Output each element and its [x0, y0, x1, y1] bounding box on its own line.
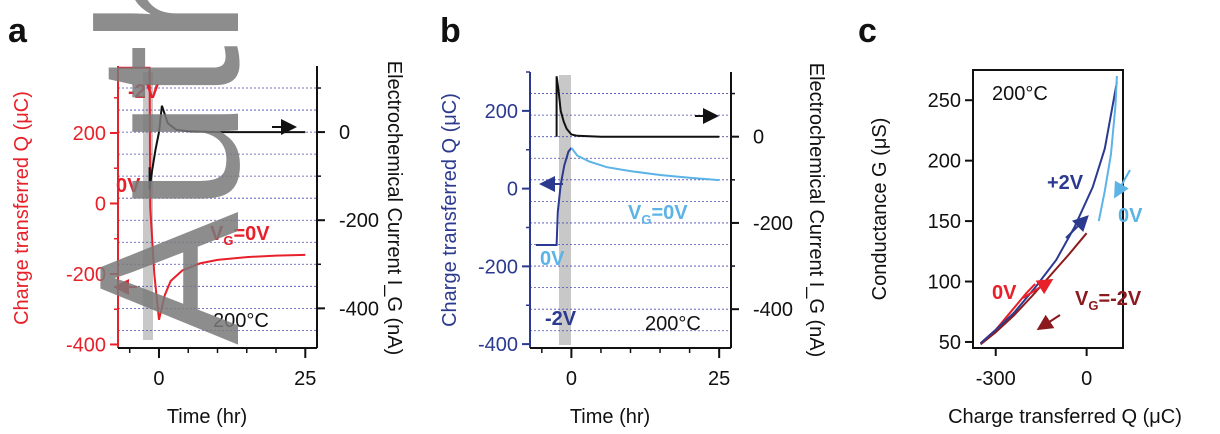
- y-left-tick-label-a: -200: [66, 264, 106, 286]
- xlabel-b: Time (hr): [570, 406, 650, 428]
- ylabel-left-a: Charge transferred Q (μC): [11, 91, 33, 325]
- y-left-tick-label-b: -200: [478, 256, 518, 278]
- x-tick-label-a: 0: [153, 368, 164, 390]
- arrow-up-db-c: [1065, 215, 1089, 239]
- panel-letter-b: b: [440, 12, 461, 50]
- ylabel-left-b: Charge transferred Q (μC): [439, 93, 461, 327]
- x-tick-label-c: 0: [1081, 368, 1092, 390]
- plot-frame-c: [972, 69, 1124, 349]
- ticks-b: 0 25 -400 -200 0 200 -400 -200 0: [478, 71, 793, 390]
- y-right-tick-label-b: -400: [753, 299, 793, 321]
- ylabel-right-b: Electrochemical Current I_G (nA): [805, 63, 827, 358]
- ann-vg-a: VG=0V: [210, 223, 270, 248]
- y-tick-label-c: 100: [928, 272, 961, 294]
- y-left-tick-label-a: 200: [73, 123, 106, 145]
- xlabel-a: Time (hr): [167, 406, 247, 428]
- y-left-tick-label-b: 200: [485, 101, 518, 123]
- y-left-tick-label-a: -400: [66, 334, 106, 356]
- y-left-tick-label-b: 0: [507, 179, 518, 201]
- series-line-a-0: [118, 66, 306, 321]
- ylabel-c: Conductance G (μS): [869, 118, 891, 301]
- x-tick-label-b: 25: [708, 368, 730, 390]
- arrow-up-red-c: [1022, 278, 1054, 299]
- panel-letter-c: c: [858, 12, 877, 50]
- y-right-tick-label-a: -400: [339, 298, 379, 320]
- y-right-tick-label-a: 0: [339, 122, 350, 144]
- y-tick-label-c: 200: [928, 151, 961, 173]
- ann-0v-a: 0V: [116, 175, 141, 197]
- y-left-tick-label-a: 0: [95, 193, 106, 215]
- y-tick-label-c: 150: [928, 211, 961, 233]
- panel-a: a 0 25 -400 -200 0 200 -400 -200 0 Charge transf…: [8, 12, 405, 428]
- temp-label-c: 200°C: [992, 83, 1048, 105]
- y-right-tick-label-b: -200: [753, 213, 793, 235]
- panel-letter-a: a: [8, 12, 28, 50]
- series-line-a-1: [148, 105, 306, 190]
- series-line-c-2: [979, 81, 1118, 344]
- series-line-b-1: [570, 147, 720, 182]
- shade-band-a: [143, 72, 153, 340]
- ticks-c: -300 0 50 100 150 200 250: [928, 90, 1093, 390]
- y-tick-label-c: 250: [928, 90, 961, 112]
- ann-vg-c: VG=-2V: [1075, 288, 1142, 313]
- series-group-c: [979, 75, 1118, 346]
- panel-b: b 0 25 -400 -200 0 200 -400 -200 0 Charge transf…: [439, 12, 827, 428]
- x-tick-label-a: 25: [294, 368, 316, 390]
- ann-m2v-a: -2V: [128, 81, 160, 103]
- arrow-down-lb-c: [1114, 169, 1131, 199]
- y-right-tick-label-a: -200: [339, 210, 379, 232]
- ann-0v-b: 0V: [540, 248, 565, 270]
- series-line-b-2: [555, 76, 720, 138]
- shade-band-b: [559, 75, 571, 345]
- ann-p2v-c: +2V: [1047, 172, 1084, 194]
- x-tick-label-b: 0: [566, 368, 577, 390]
- temp-label-b: 200°C: [645, 313, 701, 335]
- ann-0v-red-c: 0V: [992, 282, 1017, 304]
- watermark-text: Author: [58, 0, 281, 345]
- ann-0v-lb-c: 0V: [1118, 205, 1143, 227]
- ann-vg-b: VG=0V: [628, 202, 688, 227]
- y-right-tick-label-b: 0: [753, 127, 764, 149]
- y-left-tick-label-b: -400: [478, 334, 518, 356]
- series-group-a: [118, 66, 306, 321]
- y-tick-label-c: 50: [939, 332, 961, 354]
- series-line-c-3: [1097, 75, 1118, 222]
- series-line-c-0: [979, 232, 1088, 346]
- ann-m2v-b: -2V: [545, 308, 577, 330]
- xlabel-c: Charge transferred Q (μC): [948, 406, 1182, 428]
- ticks-a: 0 25 -400 -200 0 200 -400 -200 0: [66, 87, 379, 390]
- temp-label-a: 200°C: [213, 310, 269, 332]
- panel-c: c -300 0 50 100 150 200 250 Conductance G (μS)…: [858, 12, 1182, 428]
- ylabel-right-a: Electrochemical Current I_G (nA): [383, 61, 405, 356]
- arrow-down-dr-c: [1036, 314, 1061, 331]
- x-tick-label-c: -300: [976, 368, 1016, 390]
